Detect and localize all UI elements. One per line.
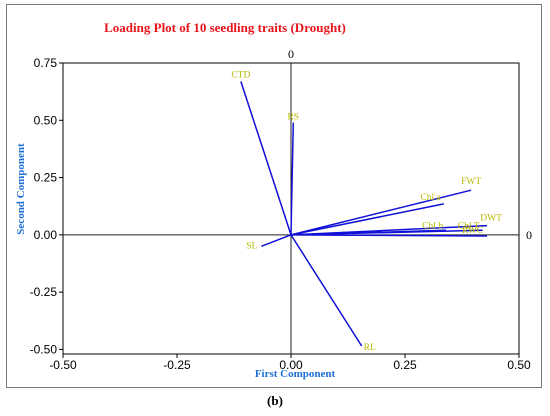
y-tick-label: -0.50: [30, 342, 58, 356]
y-tick-label: 0.50: [34, 113, 58, 127]
x-tick-label: 0.00: [279, 358, 303, 372]
loading-vector-fwt: [290, 189, 472, 236]
y-tick-label: 0.75: [34, 56, 58, 70]
trait-label-sl: SL: [246, 241, 257, 251]
zero-line-vertical-label: 0: [288, 47, 294, 61]
x-tick-label: -0.50: [49, 358, 77, 372]
trait-label-chl-t: Chl T: [458, 221, 480, 231]
loading-vector-ctd: [240, 81, 292, 236]
loading-vector-chl-t: [290, 229, 483, 236]
chart: Loading Plot of 10 seedling traits (Drou…: [15, 20, 532, 380]
x-tick-label: 0.50: [507, 358, 531, 372]
trait-label-ctd: CTD: [231, 70, 250, 80]
x-tick-label: -0.25: [163, 358, 191, 372]
y-tick-label: 0.00: [34, 228, 58, 242]
trait-label-dwt: DWT: [480, 214, 502, 224]
loading-vector-rwc: [290, 234, 488, 237]
trait-label-rwc: RWC: [462, 226, 483, 236]
loading-vector-chl-a: [290, 203, 444, 236]
zero-line-horizontal-label: 0: [526, 228, 532, 242]
trait-label-fwt: FWT: [461, 177, 481, 187]
x-axis-label: First Component: [255, 368, 336, 380]
trait-label-chl-a: Chl a: [420, 193, 441, 203]
x-tick-label: 0.25: [393, 358, 417, 372]
trait-label-chl-b: Chl b: [422, 221, 443, 231]
loading-vector-rs: [290, 122, 295, 235]
figure-caption: (b): [267, 393, 283, 408]
y-tick-label: 0.25: [34, 171, 58, 185]
loading-vector-rl: [290, 234, 363, 347]
y-axis-label: Second Component: [15, 143, 27, 235]
chart-title: Loading Plot of 10 seedling traits (Drou…: [104, 20, 346, 35]
y-tick-label: -0.25: [30, 285, 58, 299]
trait-label-rl: RL: [364, 343, 376, 353]
loading-vector-sl: [261, 234, 292, 248]
trait-label-rs: RS: [287, 113, 299, 123]
chart-frame: Loading Plot of 10 seedling traits (Drou…: [6, 4, 542, 388]
